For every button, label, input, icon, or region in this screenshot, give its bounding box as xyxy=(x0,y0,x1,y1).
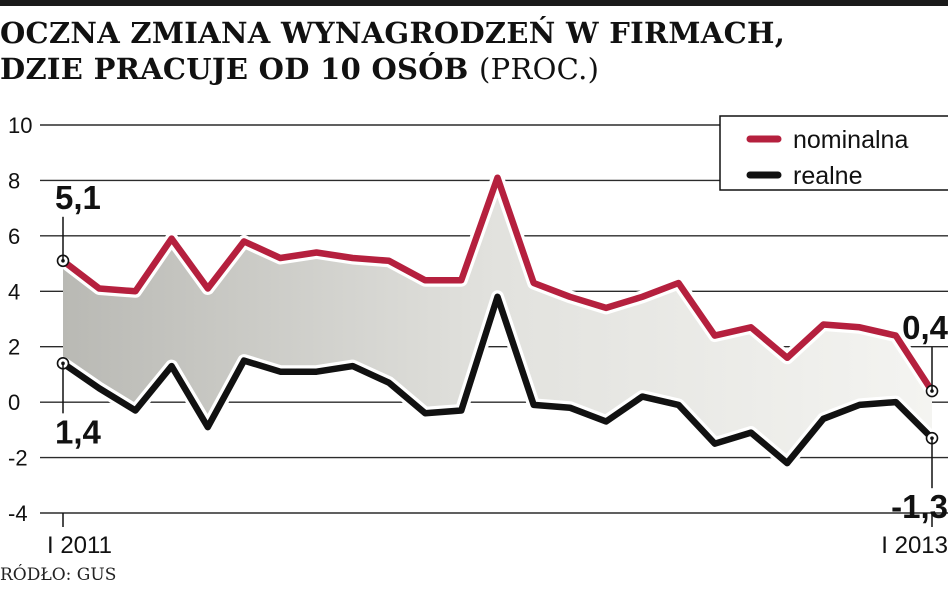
chart-title-text: DZIE PRACUJE OD 10 OSÓB xyxy=(0,52,469,86)
y-tick-label: 0 xyxy=(8,390,20,415)
data-label: 1,4 xyxy=(55,413,102,450)
chart-title-line-2: DZIE PRACUJE OD 10 OSÓB (PROC.) xyxy=(0,52,599,86)
difference-band xyxy=(63,177,932,464)
y-tick-label: 10 xyxy=(8,113,32,138)
data-label: -1,3 xyxy=(891,488,948,525)
legend-label: realne xyxy=(793,162,863,190)
series-line-nominalna xyxy=(59,174,936,395)
y-tick-label: 4 xyxy=(8,279,20,304)
y-tick-label: -4 xyxy=(8,501,28,526)
series-line-realne xyxy=(59,293,936,467)
annotations: 5,1 1,4 0,4 -1,3 xyxy=(55,179,948,525)
x-tick-label: I 2011 xyxy=(47,532,112,559)
x-tick-label: I 2013 xyxy=(881,532,948,559)
chart-title-line-1: OCZNA ZMIANA WYNAGRODZEŃ W FIRMACH, xyxy=(0,16,786,50)
y-tick-label: 2 xyxy=(8,335,20,360)
y-tick-label: 6 xyxy=(8,224,20,249)
x-axis: I 2011 I 2013 xyxy=(47,513,948,559)
y-axis: 10 8 6 4 2 0 -2 -4 xyxy=(8,113,32,526)
data-label: 0,4 xyxy=(902,309,948,346)
series-lines xyxy=(56,171,939,470)
y-tick-label: 8 xyxy=(8,168,20,193)
legend: nominalna realne xyxy=(719,115,948,191)
data-label: 5,1 xyxy=(55,179,101,216)
source-note: RÓDŁO: GUS xyxy=(0,565,117,585)
legend-label: nominalna xyxy=(793,126,908,154)
chart-title-unit: (PROC.) xyxy=(479,52,600,86)
top-rule xyxy=(0,0,948,6)
y-tick-label: -2 xyxy=(8,446,28,471)
